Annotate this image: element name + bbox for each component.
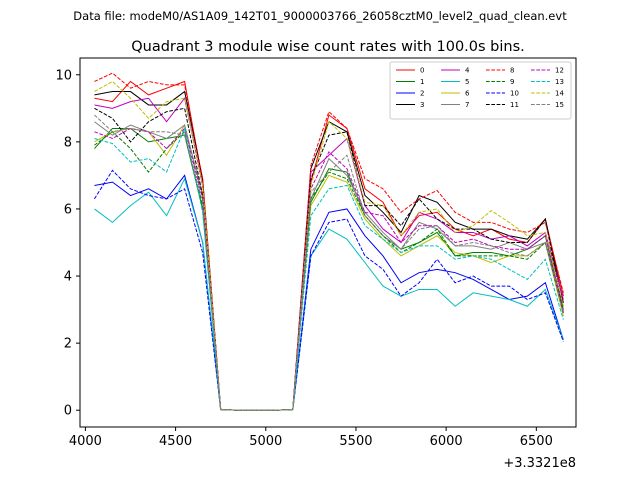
series-line-0	[94, 80, 564, 411]
y-tick-label: 6	[64, 202, 72, 217]
chart-title: Quadrant 3 module wise count rates with …	[131, 39, 525, 55]
plot-area	[94, 72, 564, 411]
legend-label-14: 14	[555, 90, 564, 98]
legend-label-0: 0	[420, 67, 424, 75]
series-line-10	[94, 169, 564, 411]
legend-label-7: 7	[465, 101, 469, 109]
y-tick-label: 10	[55, 68, 72, 83]
series-line-1	[94, 127, 564, 411]
y-tick-label: 2	[64, 337, 72, 352]
series-line-11	[94, 107, 564, 411]
x-axis: 4000 4500 5000 5500 6000 6500	[69, 427, 553, 449]
y-tick-label: 0	[64, 404, 72, 419]
x-tick-label: 4000	[69, 434, 102, 449]
x-tick-label: 5500	[339, 434, 372, 449]
legend-box	[389, 61, 572, 120]
suptitle: Data file: modeM0/AS1A09_142T01_90000037…	[73, 9, 567, 23]
legend-label-13: 13	[555, 78, 564, 86]
legend-label-8: 8	[510, 67, 514, 75]
legend-label-2: 2	[420, 90, 424, 98]
series-line-6	[94, 123, 564, 411]
series-line-2	[94, 174, 564, 411]
legend-label-12: 12	[555, 67, 564, 75]
legend-label-1: 1	[420, 78, 424, 86]
x-tick-label: 6000	[430, 434, 463, 449]
series-line-14	[94, 80, 564, 411]
series-line-13	[94, 126, 564, 411]
series-line-8	[94, 72, 564, 411]
series-line-12	[94, 127, 564, 411]
series-line-4	[94, 97, 564, 411]
series-line-7	[94, 121, 564, 411]
y-tick-label: 4	[64, 270, 72, 285]
legend-label-4: 4	[465, 67, 470, 75]
legend-label-3: 3	[420, 101, 424, 109]
legend-label-9: 9	[510, 78, 514, 86]
legend-label-5: 5	[465, 78, 469, 86]
series-line-5	[94, 177, 564, 411]
x-tick-label: 6500	[520, 434, 553, 449]
x-offset-label: +3.3321e8	[503, 456, 576, 471]
legend-label-10: 10	[510, 90, 519, 98]
x-tick-label: 4500	[159, 434, 192, 449]
y-axis: 0 2 4 6 8 10	[55, 68, 80, 419]
axes-frame	[79, 57, 577, 428]
x-tick-label: 5000	[249, 434, 282, 449]
legend-label-11: 11	[510, 101, 519, 109]
series-line-15	[94, 114, 564, 411]
y-tick-label: 8	[64, 135, 72, 150]
legend-label-15: 15	[555, 101, 564, 109]
legend-label-6: 6	[465, 90, 470, 98]
